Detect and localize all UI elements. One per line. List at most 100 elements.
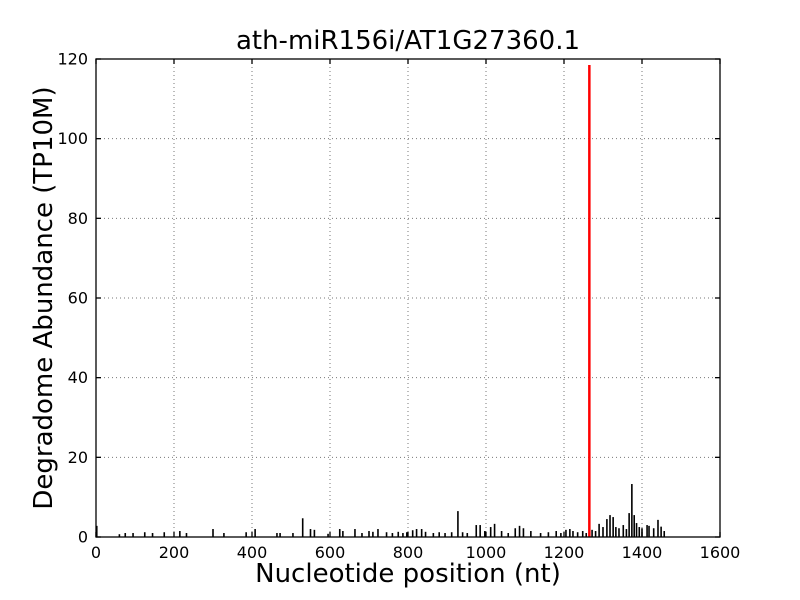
x-tick-label: 800: [393, 543, 424, 562]
degradome-bar: [254, 529, 256, 537]
y-tick-label: 40: [68, 368, 88, 387]
degradome-bar: [493, 523, 496, 537]
degradome-bar: [444, 533, 446, 537]
degradome-bar: [309, 529, 312, 537]
x-tick-label: 200: [159, 543, 190, 562]
y-tick-label: 100: [57, 129, 88, 148]
degradome-bar: [385, 532, 388, 537]
degradome-bar: [179, 531, 181, 537]
degradome-bar: [185, 533, 188, 537]
degradome-bar: [301, 518, 304, 537]
degradome-bar: [646, 525, 648, 537]
degradome-bar: [660, 526, 662, 537]
degradome-bar: [368, 531, 370, 537]
degradome-bar: [560, 533, 562, 537]
degradome-bar: [245, 532, 247, 537]
degradome-bar: [163, 532, 166, 537]
degradome-bar: [313, 529, 316, 537]
degradome-bar: [391, 533, 394, 537]
degradome-bar: [406, 532, 408, 537]
degradome-bar: [500, 531, 503, 537]
degradome-bar: [372, 531, 374, 537]
degradome-bar: [475, 525, 478, 537]
degradome-bar: [618, 528, 620, 537]
degradome-bar: [411, 530, 414, 537]
degradome-bar: [342, 531, 344, 537]
degradome-bar: [648, 525, 650, 537]
degradome-bar: [594, 531, 597, 537]
degradome-bar: [576, 532, 579, 537]
degradome-bar: [602, 527, 604, 537]
degradome-bar: [484, 531, 486, 537]
degradome-bar: [622, 525, 625, 537]
degradome-bar: [625, 529, 628, 537]
x-tick-label: 1200: [544, 543, 585, 562]
degradome-bar: [609, 515, 611, 537]
degradome-bar: [457, 511, 459, 537]
degradome-bar: [461, 532, 464, 537]
degradome-bar: [615, 527, 617, 537]
degradome-bar: [361, 533, 363, 537]
degradome-bar: [402, 533, 404, 537]
degradome-bar: [95, 525, 98, 537]
degradome-bar: [598, 523, 600, 537]
degradome-bar: [585, 533, 588, 537]
degradome-bar: [151, 533, 154, 537]
degradome-bar: [507, 533, 510, 537]
degradome-bar: [466, 533, 469, 537]
y-tick-label: 120: [57, 50, 88, 69]
degradome-bar: [124, 533, 127, 537]
y-tick-label: 80: [68, 209, 88, 228]
x-tick-label: 1400: [622, 543, 663, 562]
degradome-bar: [522, 528, 525, 537]
degradome-bar: [555, 531, 557, 537]
y-tick-label: 0: [78, 528, 88, 547]
degradome-bar: [432, 533, 435, 537]
degradome-bar: [530, 531, 532, 537]
degradome-bar: [292, 533, 294, 537]
degradome-bar: [657, 519, 659, 537]
x-axis-label: Nucleotide position (nt): [255, 559, 561, 589]
degradome-bar: [514, 528, 517, 537]
degradome-bar: [279, 533, 281, 537]
degradome-bar: [424, 531, 427, 537]
degradome-bar: [591, 529, 593, 537]
degradome-bar: [652, 528, 655, 537]
degradome-bar: [569, 529, 571, 537]
degradome-bar: [547, 532, 550, 537]
degradome-bar: [223, 533, 225, 537]
degradome-bar: [212, 529, 214, 537]
degradome-bar: [143, 532, 146, 537]
degradome-bar: [539, 533, 542, 537]
degradome-bar: [572, 531, 574, 537]
degradome-bar: [132, 533, 134, 537]
degradome-bar: [327, 533, 329, 537]
degradome-bar: [354, 529, 356, 537]
x-tick-label: 0: [91, 543, 101, 562]
x-tick-label: 1000: [466, 543, 507, 562]
degradome-bar: [377, 529, 379, 537]
x-tick-label: 400: [237, 543, 268, 562]
degradome-bar: [420, 529, 423, 537]
x-tick-label: 600: [315, 543, 346, 562]
degradome-bar: [565, 529, 567, 537]
degradome-bar: [518, 525, 521, 537]
degradome-bar: [635, 523, 638, 537]
degradome-bar: [338, 529, 341, 537]
degradome-bar: [612, 517, 614, 537]
x-tick-label: 1600: [700, 543, 741, 562]
y-tick-label: 20: [68, 448, 88, 467]
degradome-bar: [397, 531, 400, 537]
degradome-bar: [606, 519, 608, 537]
y-tick-label: 60: [68, 289, 88, 308]
degradome-bar: [663, 531, 666, 537]
degradome-bar: [633, 515, 635, 537]
degradome-bar: [276, 533, 278, 537]
degradome-bar: [489, 527, 492, 537]
chart-title: ath-miR156i/AT1G27360.1: [235, 26, 581, 56]
degradome-bar: [438, 532, 440, 537]
degradome-bar: [118, 534, 121, 537]
degradome-bar: [581, 531, 584, 537]
